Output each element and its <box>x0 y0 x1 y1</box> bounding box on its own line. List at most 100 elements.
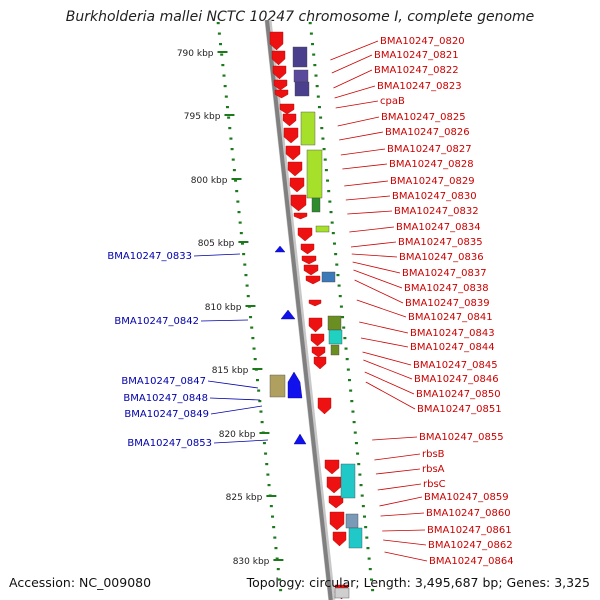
outer-tick-dot <box>343 337 347 340</box>
outer-tick-dot <box>347 379 351 382</box>
outer-tick-dot <box>335 263 339 266</box>
inner-tick-dot <box>258 400 262 403</box>
outer-tick-dot <box>309 32 313 35</box>
gene-feature-box <box>315 225 330 233</box>
gene-feature-box <box>321 271 336 283</box>
right-gene-label: BMA10247_0841 <box>408 312 493 323</box>
inner-tick-dot <box>266 473 270 476</box>
inner-tick-dot <box>234 179 238 182</box>
right-label-leader <box>334 85 376 99</box>
inner-tick-dot <box>271 515 275 518</box>
right-label-leader <box>384 551 428 562</box>
gene-feature-box <box>300 111 316 146</box>
right-label-leader <box>352 261 401 274</box>
forward-gene-arrow <box>282 113 297 127</box>
outer-tick-dot <box>322 148 326 151</box>
left-gene-label: BMA10247_0849 <box>124 409 209 420</box>
inner-tick-dot <box>236 200 240 203</box>
forward-gene-arrow <box>303 264 319 276</box>
gene-feature-box <box>328 329 343 345</box>
genome-axis <box>265 19 333 600</box>
gene-feature-box <box>292 46 308 68</box>
right-label-leader <box>335 100 379 109</box>
inner-tick-dot <box>229 137 233 140</box>
gene-feature-box <box>345 513 359 529</box>
right-gene-label: BMA10247_0830 <box>392 191 477 202</box>
right-label-leader <box>383 539 427 546</box>
outer-tick-dot <box>359 484 363 487</box>
right-label-leader <box>331 54 373 74</box>
outer-tick-dot <box>323 158 327 161</box>
inner-tick-dot <box>265 463 269 466</box>
inner-tick-dot <box>222 74 226 77</box>
outer-tick-dot <box>319 116 323 119</box>
right-gene-label: BMA10247_0860 <box>426 508 511 519</box>
inner-tick-dot <box>273 536 277 539</box>
inner-tick-dot <box>262 442 266 445</box>
right-label-leader <box>360 337 409 348</box>
inner-tick-dot <box>272 526 276 529</box>
right-label-leader <box>374 453 421 461</box>
outer-tick-dot <box>350 400 354 403</box>
right-label-leader <box>380 512 425 517</box>
reverse-gene-arrow <box>287 371 303 399</box>
gene-feature-box <box>330 344 340 356</box>
inner-tick-dot <box>232 169 236 172</box>
inner-tick-dot <box>242 253 246 256</box>
forward-gene-arrow <box>324 459 340 475</box>
inner-tick-dot <box>255 379 259 382</box>
forward-gene-arrow <box>308 299 322 307</box>
forward-gene-arrow <box>271 50 286 66</box>
outer-tick-dot <box>324 169 328 172</box>
left-gene-label: BMA10247_0842 <box>114 316 199 327</box>
inner-tick-dot <box>259 410 263 413</box>
right-gene-label: BMA10247_0861 <box>427 525 512 536</box>
right-label-leader <box>351 253 398 258</box>
gene-feature-box <box>294 81 310 97</box>
inner-tick-dot <box>274 547 278 550</box>
right-gene-label: BMA10247_0839 <box>405 298 490 309</box>
outer-tick-dot <box>371 589 375 592</box>
outer-tick-dot <box>351 410 355 413</box>
outer-tick-dot <box>308 22 312 25</box>
right-gene-label: BMA10247_0862 <box>428 540 513 551</box>
right-label-leader <box>330 40 379 61</box>
inner-tick-dot <box>228 127 232 130</box>
inner-tick-dot <box>243 263 247 266</box>
right-gene-label: BMA10247_0837 <box>402 268 487 279</box>
left-label-leader <box>200 319 249 322</box>
inner-tick-dot <box>275 557 279 560</box>
right-gene-label: BMA10247_0838 <box>404 283 489 294</box>
outer-tick-dot <box>338 295 342 298</box>
inner-tick-dot <box>235 190 239 193</box>
outer-tick-dot <box>336 274 340 277</box>
right-gene-label: BMA10247_0822 <box>374 65 459 76</box>
right-label-leader <box>353 269 403 289</box>
left-label-leader <box>207 380 259 389</box>
kbp-label: 800 kbp <box>191 176 228 186</box>
kbp-label: 830 kbp <box>233 557 270 567</box>
inner-tick-dot <box>251 337 255 340</box>
inner-tick-dot <box>220 53 224 56</box>
right-label-leader <box>354 279 404 304</box>
inner-tick-dot <box>237 211 241 214</box>
forward-gene-arrow <box>313 356 327 370</box>
forward-gene-arrow <box>283 127 299 144</box>
right-label-leader <box>345 195 391 201</box>
inner-tick-dot <box>246 295 250 298</box>
outer-tick-dot <box>345 358 349 361</box>
inner-tick-dot <box>257 389 261 392</box>
outer-tick-dot <box>331 232 335 235</box>
outer-tick-dot <box>354 442 358 445</box>
gene-feature-box <box>327 315 342 331</box>
right-label-leader <box>382 529 426 532</box>
inner-tick-dot <box>221 64 225 67</box>
right-gene-label: BMA10247_0855 <box>419 432 504 443</box>
outer-tick-dot <box>320 127 324 130</box>
forward-gene-arrow <box>328 495 344 509</box>
forward-gene-arrow <box>326 476 342 494</box>
outer-tick-dot <box>342 326 346 329</box>
outer-tick-dot <box>330 221 334 224</box>
left-gene-label: BMA10247_0848 <box>123 393 208 404</box>
